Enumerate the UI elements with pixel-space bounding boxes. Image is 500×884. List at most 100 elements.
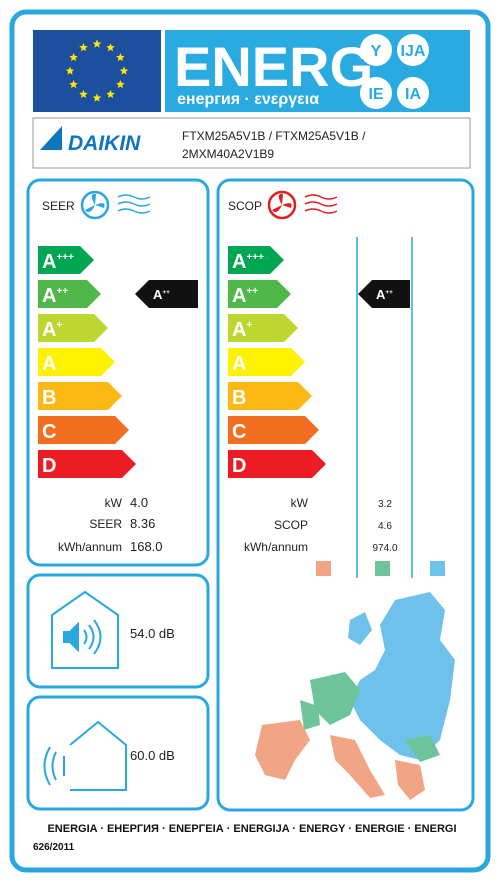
cooling-title: SEER [42,199,75,213]
eu-stars [65,39,129,102]
class-label: A++ [376,287,393,302]
class-arrow [228,348,305,376]
indoor-noise-icon [51,590,119,669]
average-zone-key [375,561,390,576]
class-letter: A [232,285,246,307]
class-label: A+++ [232,251,264,273]
star [69,53,78,62]
outdoor-noise-panel [26,695,210,811]
heating-title: SCOP [228,199,262,213]
class-letter: A [42,353,56,375]
class-label: A++ [153,287,170,302]
class-label: A++ [232,285,258,307]
class-sup: +++ [56,252,74,263]
class-arrow [228,314,298,342]
europe-map [255,592,455,800]
star [69,80,78,89]
class-arrow [228,382,312,410]
class-arrow [228,450,326,478]
badge-label: IE [368,86,383,103]
star [119,66,129,75]
class-sup: + [246,320,252,331]
class-letter: B [232,387,246,409]
class-label: C [42,421,56,443]
badge-label: IA [405,86,421,103]
class-arrow [38,280,101,308]
star [92,93,102,102]
class-sup: + [56,320,62,331]
class-letter: C [232,421,246,443]
class-label: B [42,387,56,409]
star [116,53,125,62]
heating-icon [267,190,338,220]
badge [360,77,392,109]
class-arrow [38,450,136,478]
class-sup: ++ [246,286,258,297]
class-label: B [232,387,246,409]
row-value: 3.2 [378,499,392,510]
class-label: A+ [232,319,252,341]
class-arrow [38,382,122,410]
class-sup: ++ [385,289,393,296]
class-letter: A [42,319,56,341]
class-label: D [42,455,56,477]
class-letter: A [153,287,163,302]
cooling-icon [80,190,151,220]
row-value: 8.36 [130,516,155,531]
class-arrow [228,280,291,308]
class-letter: A [232,251,246,273]
colder-zone-key [430,561,445,576]
class-letter: D [232,455,246,477]
warmer-zone-key [316,561,331,576]
regulation: 626/2011 [33,842,75,853]
star [79,89,88,98]
brand-logo [40,126,62,150]
row-value: 974.0 [372,543,397,554]
indoor-noise: 54.0 dB [130,626,175,641]
badge [360,34,392,66]
model: 2MXM40A2V1B9 [182,147,274,161]
class-arrow [228,246,284,274]
row-label: kWh/annum [244,540,308,554]
row-value: 168.0 [130,539,163,554]
class-label: A+++ [42,251,74,273]
rating-arrow [135,280,198,308]
row-label: kW [105,496,123,510]
star [116,80,125,89]
class-letter: A [42,285,56,307]
class-letter: A [376,287,386,302]
row-value: 4.0 [130,495,148,510]
supplier-box [32,117,471,169]
class-label: A+ [42,319,62,341]
class-letter: C [42,421,56,443]
class-arrow [38,348,115,376]
row-label: kW [291,496,309,510]
class-arrow [38,246,94,274]
star [92,39,102,48]
model: FTXM25A5V1B / FTXM25A5V1B / [182,129,366,143]
row-label: SEER [89,517,122,531]
class-arrow [38,314,108,342]
class-letter: A [232,353,246,375]
rating-arrow [358,280,410,308]
star [106,43,115,52]
badge-label: Y [371,43,382,60]
class-label: C [232,421,246,443]
outdoor-noise: 60.0 dB [130,748,175,763]
header-title: ENERG [174,35,373,98]
class-letter: A [232,319,246,341]
badge-label: IJA [401,43,426,60]
star [65,66,75,75]
class-sup: ++ [56,286,68,297]
row-label: kWh/annum [58,540,122,554]
row-label: SCOP [274,518,308,532]
class-arrow [38,416,129,444]
indoor-noise-panel [26,573,210,689]
header-subtitle: енергия · ενεργεια [177,91,319,108]
row-value: 4.6 [378,521,392,532]
class-sup: ++ [162,289,170,296]
footer-languages: ENERGIA · ЕНЕРГИЯ · ΕΝΕΡΓΕΙΑ · ENERGIJA … [47,823,456,835]
star [106,89,115,98]
heating-panel [216,178,475,812]
class-letter: A [42,251,56,273]
